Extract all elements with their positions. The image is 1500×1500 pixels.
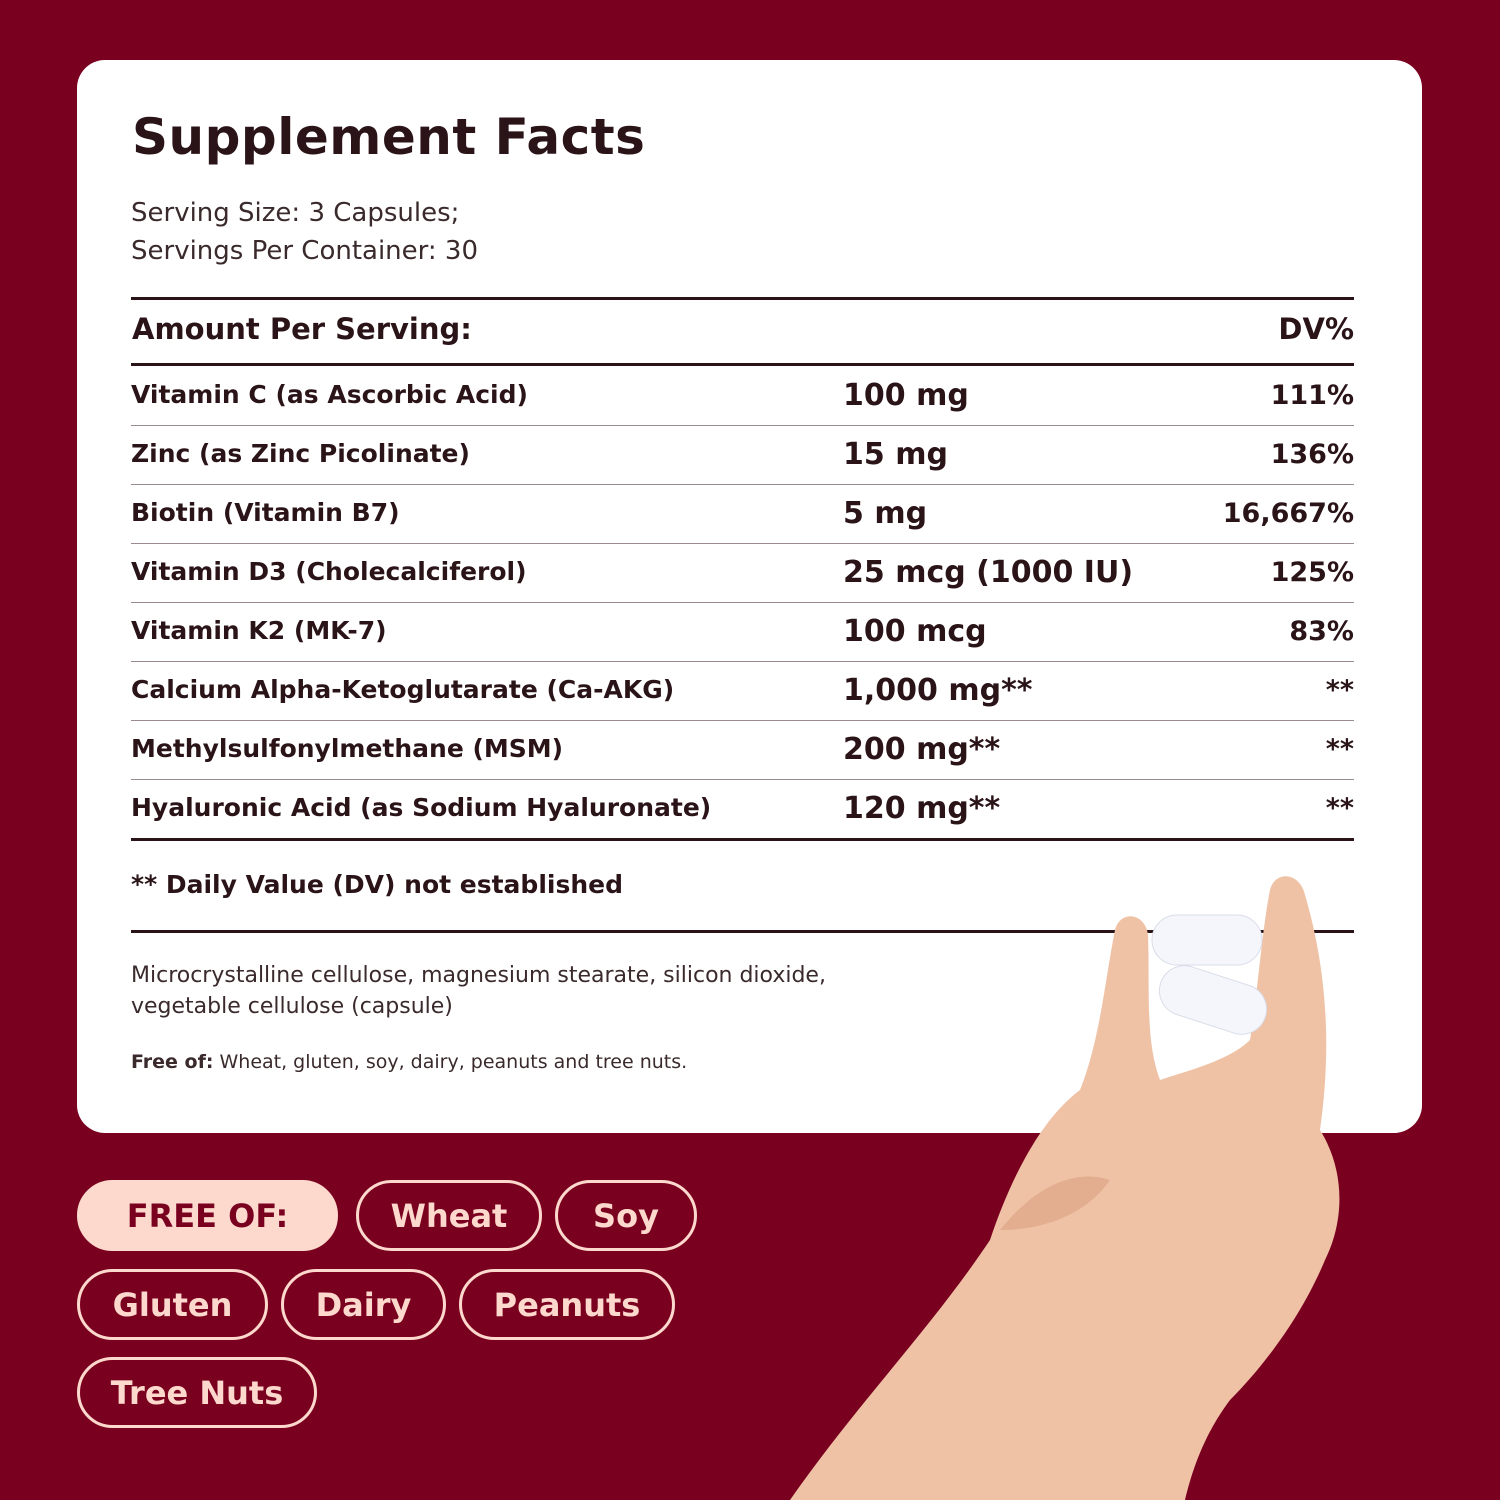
nutrient-amount: 1,000 mg** [843, 673, 1033, 708]
nutrient-row: Zinc (as Zinc Picolinate) 15 mg 136% [131, 425, 1354, 485]
nutrient-dv: ** [1325, 675, 1354, 706]
serving-size: Serving Size: 3 Capsules; [131, 198, 460, 228]
servings-per-container: Servings Per Container: 30 [131, 236, 479, 266]
nutrient-dv: 111% [1270, 380, 1354, 411]
nutrient-amount: 25 mcg (1000 IU) [843, 555, 1134, 590]
nutrient-name: Zinc (as Zinc Picolinate) [131, 439, 470, 468]
nutrient-amount: 15 mg [843, 437, 948, 472]
divider [131, 930, 1354, 933]
nutrient-amount: 100 mg [843, 378, 969, 413]
badge-wheat: Wheat [356, 1180, 542, 1251]
page-title: Supplement Facts [132, 108, 646, 166]
nutrient-amount: 100 mcg [843, 614, 987, 649]
nutrient-amount: 120 mg** [843, 791, 1001, 826]
nutrient-name: Vitamin D3 (Cholecalciferol) [131, 557, 527, 586]
divider [131, 363, 1354, 366]
free-of-label: Free of: [131, 1051, 214, 1073]
nutrient-name: Biotin (Vitamin B7) [131, 498, 400, 527]
nutrient-row: Vitamin C (as Ascorbic Acid) 100 mg 111% [131, 366, 1354, 426]
free-of-text: Wheat, gluten, soy, dairy, peanuts and t… [213, 1051, 688, 1073]
divider [131, 838, 1354, 841]
badge-tree-nuts: Tree Nuts [77, 1357, 317, 1428]
other-ingredients-line: Microcrystalline cellulose, magnesium st… [131, 963, 826, 988]
nutrient-row: Methylsulfonylmethane (MSM) 200 mg** ** [131, 720, 1354, 780]
finger-shadow [1000, 1176, 1110, 1230]
nutrient-dv: ** [1325, 793, 1354, 824]
nutrient-name: Calcium Alpha-Ketoglutarate (Ca-AKG) [131, 675, 675, 704]
dv-header: DV% [1278, 312, 1354, 346]
capsule-icon [1158, 965, 1268, 1035]
nutrient-dv: 125% [1270, 557, 1354, 588]
nutrient-row: Vitamin K2 (MK-7) 100 mcg 83% [131, 602, 1354, 662]
badge-soy: Soy [555, 1180, 697, 1251]
nutrient-dv: ** [1325, 734, 1354, 765]
amount-header: Amount Per Serving: [132, 312, 472, 346]
divider [131, 297, 1354, 300]
badge-dairy: Dairy [281, 1269, 446, 1340]
nutrient-amount: 5 mg [843, 496, 928, 531]
nutrient-row: Vitamin D3 (Cholecalciferol) 25 mcg (1000… [131, 543, 1354, 603]
nutrient-row: Hyaluronic Acid (as Sodium Hyaluronate) 1… [131, 779, 1354, 838]
badge-gluten: Gluten [77, 1269, 268, 1340]
other-ingredients: Microcrystalline cellulose, magnesium st… [131, 960, 826, 1022]
free-of-heading-badge: FREE OF: [77, 1180, 338, 1251]
nutrient-name: Vitamin K2 (MK-7) [131, 616, 387, 645]
nutrient-name: Vitamin C (as Ascorbic Acid) [131, 380, 528, 409]
nutrient-name: Hyaluronic Acid (as Sodium Hyaluronate) [131, 793, 712, 822]
nutrient-name: Methylsulfonylmethane (MSM) [131, 734, 564, 763]
capsule-icon [1151, 914, 1263, 966]
nutrient-amount: 200 mg** [843, 732, 1001, 767]
free-of-statement: Free of: Wheat, gluten, soy, dairy, pean… [131, 1051, 687, 1073]
footnote: ** Daily Value (DV) not established [131, 870, 623, 899]
nutrient-dv: 16,667% [1222, 498, 1354, 529]
nutrient-row: Calcium Alpha-Ketoglutarate (Ca-AKG) 1,00… [131, 661, 1354, 721]
other-ingredients-line: vegetable cellulose (capsule) [131, 994, 453, 1019]
nutrient-dv: 136% [1270, 439, 1354, 470]
badge-peanuts: Peanuts [459, 1269, 675, 1340]
nutrient-dv: 83% [1289, 616, 1354, 647]
nutrient-row: Biotin (Vitamin B7) 5 mg 16,667% [131, 484, 1354, 544]
supplement-facts-card: Supplement Facts Serving Size: 3 Capsule… [77, 60, 1422, 1133]
